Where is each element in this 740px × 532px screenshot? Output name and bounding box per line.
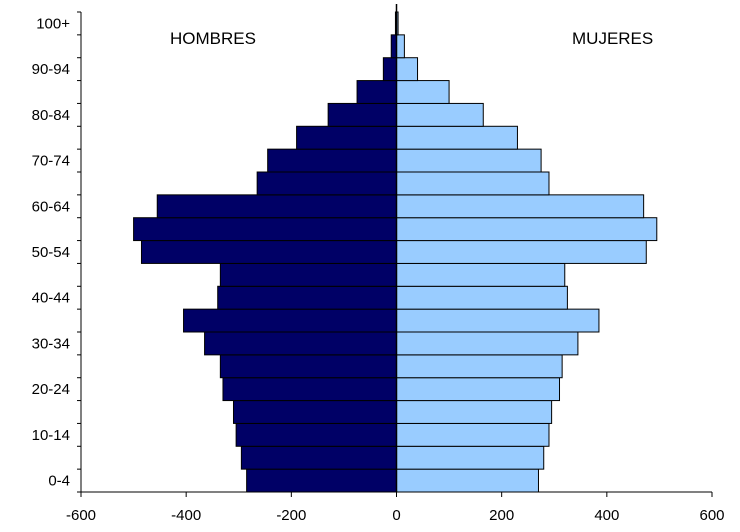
- bar-mujeres-15-19: [396, 400, 553, 424]
- bar-mujeres-85-89: [396, 80, 450, 104]
- x-tick-label: 0: [392, 507, 400, 524]
- bar-mujeres-40-44: [396, 285, 568, 310]
- bar-mujeres-35-39: [396, 308, 600, 333]
- bar-hombres-5-9: [240, 445, 397, 470]
- bar-mujeres-70-74: [396, 148, 542, 173]
- legend-label-hombres: HOMBRES: [170, 29, 256, 48]
- bar-hombres-40-44: [217, 285, 397, 310]
- bar-hombres-20-24: [222, 377, 397, 402]
- bar-mujeres-45-49: [396, 262, 566, 287]
- bar-hombres-30-34: [204, 331, 397, 356]
- bar-mujeres-95-99: [396, 34, 405, 59]
- bar-hombres-70-74: [267, 148, 397, 173]
- y-tick-label: 70-74: [32, 153, 70, 170]
- bar-hombres-55-59: [133, 217, 397, 242]
- bar-hombres-80-84: [327, 102, 397, 127]
- legend-label-mujeres: MUJERES: [572, 29, 653, 48]
- bar-hombres-15-19: [232, 400, 397, 424]
- bar-hombres-75-79: [296, 125, 398, 150]
- bar-mujeres-10-14: [396, 422, 550, 447]
- bar-mujeres-65-69: [396, 171, 550, 196]
- bar-hombres-25-29: [219, 354, 397, 379]
- bar-hombres-45-49: [219, 262, 397, 287]
- bar-hombres-65-69: [256, 171, 398, 196]
- y-tick-label: 10-14: [32, 427, 70, 444]
- bar-hombres-95-99: [390, 34, 398, 59]
- x-tick-label: -400: [171, 507, 201, 524]
- bar-mujeres-20-24: [396, 377, 561, 402]
- bar-mujeres-55-59: [396, 217, 658, 242]
- bar-hombres-60-64: [156, 194, 397, 219]
- y-tick-label: 40-44: [32, 290, 70, 307]
- bar-mujeres-90-94: [396, 57, 419, 82]
- x-tick-label: 400: [594, 507, 619, 524]
- bar-mujeres-30-34: [396, 331, 579, 356]
- bar-mujeres-50-54: [396, 240, 647, 264]
- x-tick-label: -200: [276, 507, 306, 524]
- bar-mujeres-60-64: [396, 194, 645, 219]
- x-tick-label: 600: [699, 507, 724, 524]
- y-tick-label: 50-54: [32, 244, 70, 261]
- y-tick-label: 0-4: [48, 473, 70, 490]
- x-tick-label: 200: [489, 507, 514, 524]
- y-tick-label: 100+: [36, 15, 70, 32]
- bar-hombres-0-4: [246, 468, 397, 493]
- bars-group: [133, 11, 658, 493]
- bar-mujeres-5-9: [396, 445, 545, 470]
- bar-mujeres-25-29: [396, 354, 563, 379]
- y-tick-label: 20-24: [32, 381, 70, 398]
- axes-group: 0-4 10-14 20-24 30-34 40-44 50-54 60-64 70-74 80…: [32, 4, 725, 524]
- bar-mujeres-0-4: [396, 468, 539, 493]
- y-tick-label: 60-64: [32, 198, 70, 215]
- bar-hombres-90-94: [382, 57, 397, 82]
- bar-hombres-35-39: [183, 308, 397, 333]
- bar-mujeres-80-84: [396, 102, 484, 127]
- bar-hombres-50-54: [140, 240, 397, 264]
- bar-mujeres-75-79: [396, 125, 518, 150]
- bar-hombres-85-89: [356, 80, 397, 104]
- y-tick-label: 90-94: [32, 61, 70, 78]
- x-tick-label: -600: [66, 507, 96, 524]
- y-tick-label: 80-84: [32, 107, 70, 124]
- bar-hombres-10-14: [235, 422, 397, 447]
- y-tick-label: 30-34: [32, 335, 70, 352]
